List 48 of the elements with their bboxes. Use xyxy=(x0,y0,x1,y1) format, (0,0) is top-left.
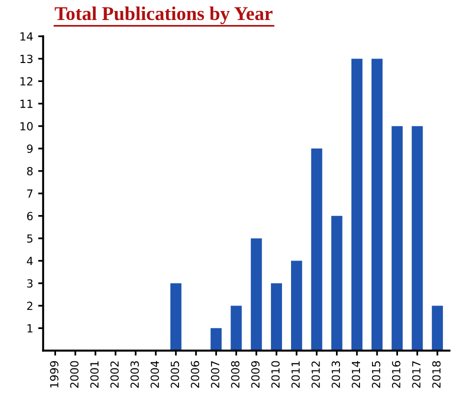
bar xyxy=(291,260,302,351)
y-tick-label: 10 xyxy=(20,122,33,130)
x-tick-label: 2016 xyxy=(392,361,400,388)
bar xyxy=(351,58,362,351)
bar xyxy=(170,283,182,351)
bar xyxy=(311,148,322,351)
y-tick-label: 9 xyxy=(27,144,33,153)
chart-title: Total Publications by Year xyxy=(54,6,272,24)
bar xyxy=(372,58,383,351)
y-tick-label: 14 xyxy=(20,32,33,40)
x-tick-label: 2011 xyxy=(291,361,300,388)
x-tick-label: 2010 xyxy=(271,361,280,388)
x-tick-label: 2015 xyxy=(372,361,380,388)
x-tick-label: 2018 xyxy=(432,361,441,388)
x-tick-label: 2004 xyxy=(150,360,159,388)
x-tick-label: 2007 xyxy=(210,361,220,388)
y-tick-label: 11 xyxy=(20,100,32,108)
y-tick-label: 8 xyxy=(27,166,33,176)
bar xyxy=(210,328,222,351)
x-tick-label: 2017 xyxy=(412,361,420,388)
x-tick-label: 2013 xyxy=(332,361,340,388)
y-tick-label: 7 xyxy=(27,190,32,198)
y-tick-label: 6 xyxy=(27,212,33,220)
bar xyxy=(230,306,242,351)
x-tick-label: 2002 xyxy=(110,361,119,388)
x-tick-label: 2012 xyxy=(312,361,320,388)
x-tick-label: 2009 xyxy=(251,361,260,388)
y-tick-label: 2 xyxy=(27,302,32,310)
x-tick-label: 2008 xyxy=(231,361,240,388)
bar xyxy=(331,216,342,351)
y-tick-label: 1 xyxy=(28,324,32,332)
bar xyxy=(432,306,443,351)
y-tick-label: 3 xyxy=(27,279,33,288)
x-tick-label: 2000 xyxy=(70,361,79,388)
x-tick-label: 2006 xyxy=(190,361,200,388)
y-tick-label: 13 xyxy=(20,54,33,64)
bar xyxy=(412,126,423,351)
bar xyxy=(270,283,282,351)
x-tick-label: 2001 xyxy=(90,361,99,388)
x-tick-label: 2014 xyxy=(352,360,360,388)
y-tick-label: 12 xyxy=(20,77,32,86)
x-tick-label: 2003 xyxy=(130,361,139,388)
y-tick-label: 5 xyxy=(27,234,32,243)
bar xyxy=(250,238,262,351)
x-tick-label: 2005 xyxy=(170,361,180,388)
y-tick-label: 4 xyxy=(26,256,33,266)
bar xyxy=(392,126,403,351)
x-tick-label: 1999 xyxy=(50,361,58,388)
